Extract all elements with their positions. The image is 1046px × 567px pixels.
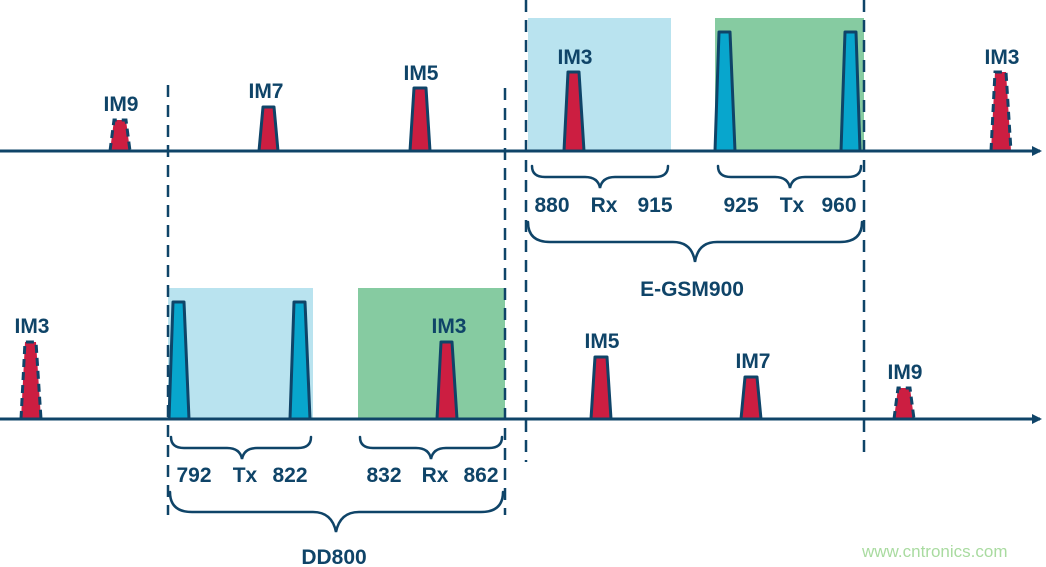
egsm-band-label: E-GSM900 — [640, 278, 744, 301]
dd800-tx-label: Tx — [233, 464, 258, 487]
egsm-tx-band — [715, 18, 864, 151]
egsm-tx-brace — [716, 164, 863, 189]
dd800-tx-brace — [169, 435, 313, 460]
dd800-rx-label: Rx — [422, 464, 449, 487]
bottom-im3-rx-label: IM3 — [431, 315, 466, 338]
egsm-tx-carrier-1 — [713, 30, 737, 153]
egsm-rx-brace — [530, 164, 670, 189]
bottom-im7-label: IM7 — [735, 350, 770, 373]
dd800-band-brace — [168, 490, 505, 533]
dd800-rx-band — [358, 288, 505, 419]
egsm-rx-low: 880 — [534, 194, 569, 217]
top-im7-label: IM7 — [248, 80, 283, 103]
bottom-im9-peak — [892, 386, 916, 421]
dd800-tx-band — [168, 288, 313, 419]
bottom-im3-left-peak — [19, 340, 43, 421]
bottom-im7-peak — [739, 375, 763, 421]
top-im5-peak — [408, 86, 432, 153]
egsm-rx-label: Rx — [591, 194, 618, 217]
top-im9-peak — [108, 118, 132, 153]
egsm-tx-low: 925 — [723, 194, 758, 217]
dd800-rx-low: 832 — [366, 464, 401, 487]
bottom-im3-rx-peak — [435, 340, 459, 421]
dd800-tx-low: 792 — [176, 464, 211, 487]
top-im3-right-label: IM3 — [984, 46, 1019, 69]
watermark: www.cntronics.com — [861, 542, 1007, 561]
dd800-tx-carrier-2 — [288, 300, 312, 421]
egsm-rx-high: 915 — [637, 194, 672, 217]
bottom-im9-label: IM9 — [887, 361, 922, 384]
top-im3-rx-label: IM3 — [557, 46, 592, 69]
dd800-tx-high: 822 — [272, 464, 307, 487]
bottom-im5-peak — [589, 355, 613, 421]
top-im3-rx-peak — [562, 70, 586, 153]
top-im5-label: IM5 — [403, 62, 438, 85]
dd800-band-label: DD800 — [301, 546, 366, 567]
egsm-tx-label: Tx — [780, 194, 805, 217]
egsm-band-brace — [526, 220, 864, 263]
egsm-rx-band — [528, 18, 671, 151]
bottom-im3-left-label: IM3 — [14, 315, 49, 338]
dd800-tx-carrier-1 — [167, 300, 191, 421]
egsm-tx-carrier-2 — [839, 30, 862, 153]
egsm-tx-high: 960 — [821, 194, 856, 217]
top-im9-label: IM9 — [103, 93, 138, 116]
dd800-rx-high: 862 — [463, 464, 498, 487]
top-im7-peak — [257, 105, 280, 153]
bottom-im5-label: IM5 — [584, 330, 619, 353]
top-im3-right-peak — [989, 70, 1013, 153]
dd800-rx-brace — [358, 435, 504, 460]
